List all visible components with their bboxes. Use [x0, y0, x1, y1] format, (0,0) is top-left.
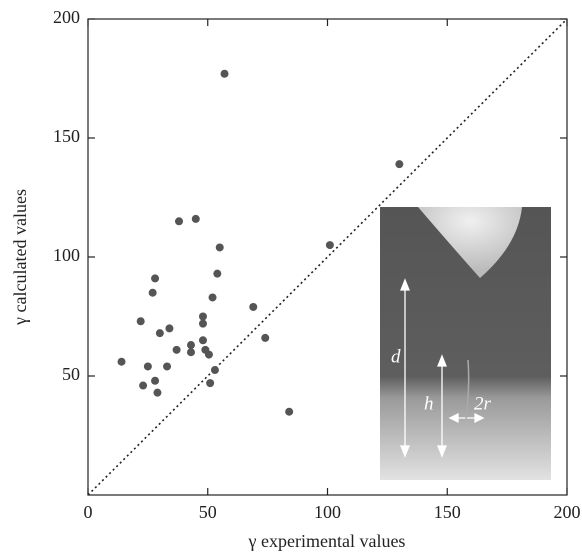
- x-axis-label: γ experimental values: [248, 531, 406, 551]
- y-tick-label: 100: [53, 245, 80, 265]
- point: [136, 317, 145, 326]
- point: [198, 336, 207, 345]
- inset-label: 2r: [474, 393, 492, 414]
- y-tick-label: 50: [62, 364, 80, 384]
- point: [155, 329, 164, 338]
- point: [153, 388, 162, 397]
- point: [139, 381, 148, 390]
- point: [143, 362, 152, 371]
- point: [198, 319, 207, 328]
- point: [198, 312, 207, 321]
- point: [213, 269, 222, 278]
- point: [175, 217, 184, 226]
- point: [186, 341, 195, 350]
- point: [249, 302, 258, 311]
- point: [285, 407, 294, 416]
- point: [148, 288, 157, 297]
- x-tick-label: 50: [199, 502, 217, 522]
- point: [395, 160, 404, 169]
- point: [208, 293, 217, 302]
- point: [210, 366, 219, 375]
- point: [165, 324, 174, 333]
- point: [191, 214, 200, 223]
- x-tick-label: 100: [314, 502, 341, 522]
- point: [186, 348, 195, 357]
- inset-image: d h 2r: [380, 207, 551, 480]
- point: [325, 241, 334, 250]
- point: [220, 69, 229, 78]
- point: [151, 376, 160, 385]
- x-tick-label: 0: [84, 502, 93, 522]
- point: [172, 345, 181, 354]
- inset-label: h: [424, 393, 434, 414]
- point: [151, 274, 160, 283]
- x-tick-label: 150: [434, 502, 461, 522]
- point: [261, 333, 270, 342]
- y-axis-label: γ calculated values: [10, 189, 30, 326]
- point: [206, 379, 215, 388]
- point: [117, 357, 126, 366]
- point: [215, 243, 224, 252]
- x-tick-label: 200: [554, 502, 581, 522]
- y-tick-label: 200: [53, 7, 80, 27]
- point: [204, 350, 213, 359]
- y-tick-label: 150: [53, 126, 80, 146]
- inset-label: d: [391, 346, 401, 367]
- point: [163, 362, 172, 371]
